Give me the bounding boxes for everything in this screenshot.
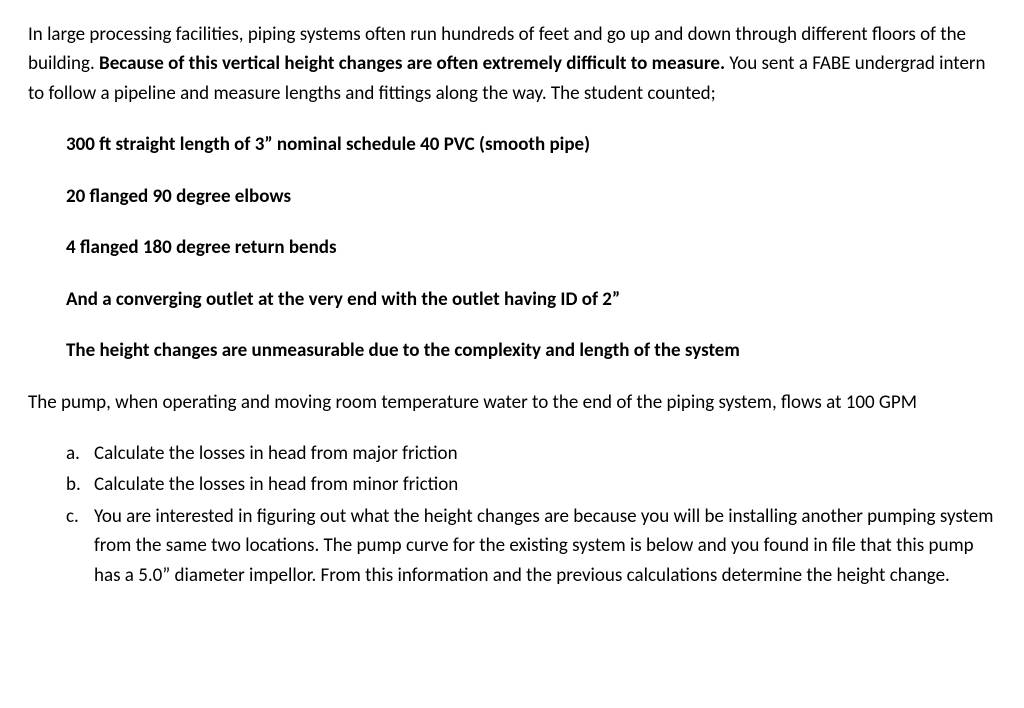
- spec-item: 4 flanged 180 degree return bends: [66, 233, 996, 262]
- spec-item: And a converging outlet at the very end …: [66, 285, 996, 314]
- spec-item: 20 flanged 90 degree elbows: [66, 182, 996, 211]
- question-item-b: b. Calculate the losses in head from min…: [66, 470, 996, 499]
- question-text: Calculate the losses in head from major …: [94, 442, 458, 465]
- spec-item: 300 ft straight length of 3” nominal sch…: [66, 130, 996, 159]
- spec-item: The height changes are unmeasurable due …: [66, 336, 996, 365]
- question-item-a: a. Calculate the losses in head from maj…: [66, 439, 996, 468]
- question-marker: c.: [66, 502, 79, 531]
- question-text: Calculate the losses in head from minor …: [94, 473, 458, 496]
- flow-context: The pump, when operating and moving room…: [28, 388, 996, 417]
- question-marker: a.: [66, 439, 80, 468]
- question-marker: b.: [66, 470, 81, 499]
- question-list: a. Calculate the losses in head from maj…: [28, 439, 996, 590]
- spec-list: 300 ft straight length of 3” nominal sch…: [28, 130, 996, 365]
- intro-bold: Because of this vertical height changes …: [99, 52, 725, 75]
- question-item-c: c. You are interested in figuring out wh…: [66, 502, 996, 590]
- intro-paragraph: In large processing facilities, piping s…: [28, 20, 996, 108]
- question-text: You are interested in figuring out what …: [94, 505, 993, 587]
